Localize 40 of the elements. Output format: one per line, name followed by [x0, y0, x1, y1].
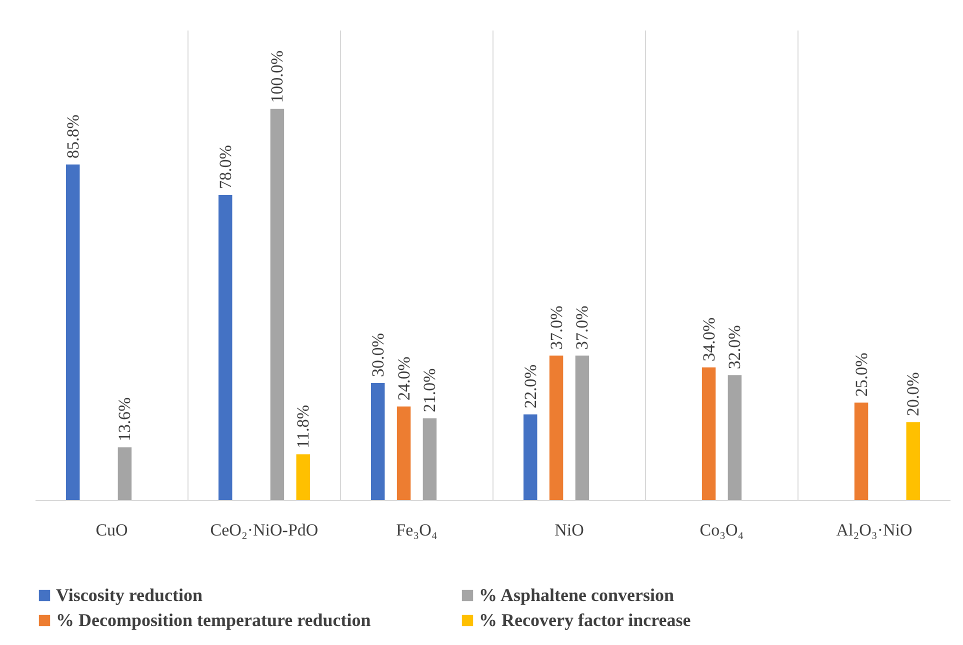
bar — [549, 356, 564, 500]
data-label: 37.0% — [546, 306, 566, 350]
data-label: 25.0% — [852, 352, 871, 397]
bar — [218, 195, 232, 500]
bar — [728, 375, 742, 500]
x-tick-label: CuO — [96, 520, 128, 540]
bar — [906, 422, 920, 500]
legend-label: % Decomposition temperature reduction — [56, 610, 372, 631]
data-label: 22.0% — [520, 364, 540, 408]
bar — [118, 447, 132, 500]
bar — [396, 406, 411, 500]
data-label: 20.0% — [904, 372, 923, 416]
x-tick-label: Al₂O₃·NiO — [836, 520, 912, 540]
bar — [66, 164, 80, 500]
data-label: 11.8% — [294, 405, 313, 448]
bar — [296, 454, 310, 500]
x-tick-label: Fe₃O₄ — [396, 520, 438, 540]
legend-label: % Asphaltene conversion — [479, 584, 676, 606]
bar — [371, 383, 385, 500]
x-tick-label: NiO — [554, 520, 584, 540]
legend-label: % Recovery factor increase — [479, 610, 692, 631]
data-label: 37.0% — [572, 306, 592, 350]
bar — [854, 402, 868, 500]
data-label: 21.0% — [420, 368, 440, 412]
data-label: 30.0% — [368, 333, 388, 377]
bar — [575, 356, 590, 500]
data-label: 32.0% — [725, 325, 744, 370]
data-label: 24.0% — [394, 356, 414, 400]
x-tick-label: Co₃O₄ — [700, 520, 744, 540]
bar — [524, 414, 538, 500]
data-label: 78.0% — [216, 145, 235, 189]
data-label: 100.0% — [268, 50, 287, 103]
data-label: 34.0% — [699, 317, 718, 362]
x-tick-label: CeO₂·NiO-PdO — [210, 520, 318, 540]
legend-label: Viscosity reduction — [56, 584, 204, 606]
data-label: 13.6% — [115, 397, 134, 442]
bar — [702, 367, 716, 500]
data-label: 85.8% — [63, 114, 82, 158]
bar — [422, 418, 437, 500]
bar — [270, 108, 284, 500]
